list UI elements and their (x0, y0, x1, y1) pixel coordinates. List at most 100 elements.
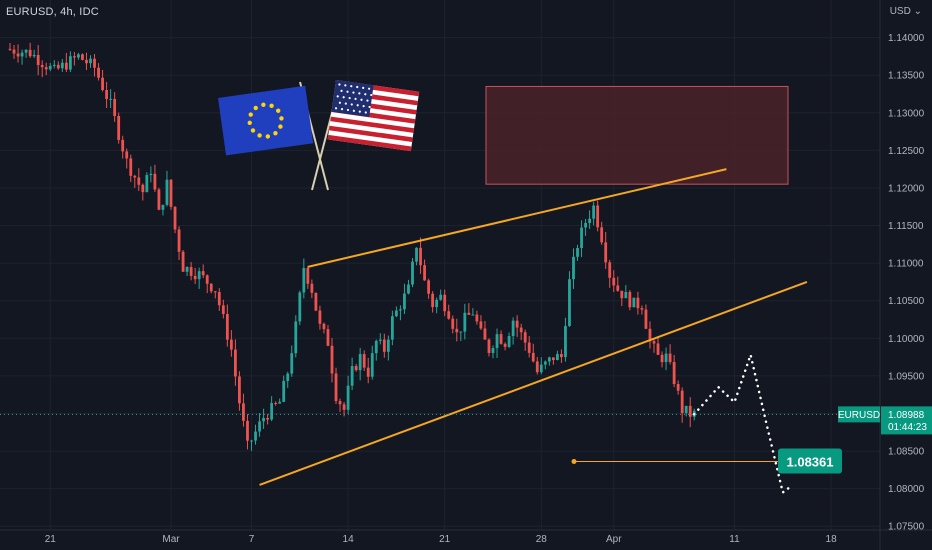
candle-body (286, 373, 290, 381)
candle-body (386, 339, 390, 352)
us-star (360, 98, 363, 101)
candle-body (443, 294, 447, 312)
us-star (364, 93, 367, 96)
candle-body (101, 77, 104, 91)
candles (8, 42, 696, 451)
us-star (344, 102, 347, 105)
candle-body (254, 431, 257, 441)
candle-body (24, 49, 28, 53)
candle-body (487, 339, 491, 354)
candle-body (648, 328, 652, 342)
candle-body (664, 353, 668, 363)
candle-body (330, 345, 334, 374)
bar-countdown: 01:44:23 (888, 422, 927, 433)
eu-star (278, 124, 283, 129)
candle-body (342, 404, 346, 410)
us-star (342, 96, 345, 99)
price-tick-label: 1.08000 (888, 484, 925, 495)
candle-body (89, 58, 92, 64)
us-star (340, 89, 343, 92)
candle-body (560, 354, 563, 358)
candle-body (141, 184, 145, 193)
us-star (338, 101, 341, 104)
candle-body (52, 64, 56, 66)
candle-body (73, 56, 76, 58)
us-stripe (330, 116, 415, 133)
symbol-title: EURUSD, 4h, IDC (6, 6, 99, 18)
time-tick-label: 28 (536, 534, 548, 545)
candle-body (624, 291, 628, 299)
us-star (344, 84, 347, 87)
candle-body (274, 403, 278, 405)
candle-body (290, 353, 294, 374)
time-tick-label: 21 (45, 534, 57, 545)
us-star (340, 108, 344, 111)
candle-body (451, 318, 455, 329)
candle-body (310, 283, 314, 293)
us-star (352, 109, 355, 112)
candle-body (133, 175, 137, 178)
price-tick-label: 1.11500 (888, 221, 924, 232)
candle-body (535, 361, 539, 373)
us-star (350, 85, 353, 88)
candle-body (238, 376, 241, 404)
candle-body (608, 262, 612, 278)
candle-body (20, 52, 24, 57)
candle-body (68, 56, 72, 70)
us-star (358, 110, 361, 113)
us-star (362, 86, 365, 89)
candle-body (362, 354, 366, 368)
time-axis[interactable]: 21 Mar 7 14 21 28 Apr 11 18 (45, 534, 837, 545)
candle-body (620, 290, 624, 299)
price-tick-label: 1.12500 (888, 146, 925, 157)
price-axis[interactable]: 1.14000 1.13500 1.13000 1.12500 1.12000 1.115… (888, 33, 925, 533)
candle-body (672, 362, 676, 385)
us-star (346, 90, 349, 93)
us-star (346, 108, 350, 112)
candle-body (217, 292, 221, 306)
candle-body (592, 205, 596, 219)
currency-dropdown[interactable]: USD ⌄ (890, 6, 922, 17)
candle-body (93, 58, 96, 68)
us-star (362, 105, 365, 108)
candle-body (161, 204, 165, 210)
price-tick-label: 1.07500 (888, 522, 925, 533)
candle-body (580, 227, 583, 248)
candle-body (209, 283, 213, 292)
chevron-down-icon: ⌄ (913, 6, 922, 17)
candle-body (16, 53, 20, 57)
candle-body (8, 48, 12, 50)
us-star (370, 93, 373, 97)
candle-body (515, 320, 519, 328)
candle-body (439, 294, 443, 300)
candle-body (539, 364, 543, 373)
candle-body (676, 384, 680, 391)
candle-body (189, 267, 193, 276)
eu-star (247, 120, 252, 126)
candle-body (346, 385, 350, 410)
us-star (356, 104, 359, 107)
candle-body (684, 405, 688, 414)
us-star (334, 107, 338, 110)
us-stripe (327, 134, 412, 152)
eu-star (279, 116, 284, 121)
candle-body (262, 417, 265, 422)
candle-body (423, 265, 426, 281)
candle-body (177, 229, 181, 252)
price-tick-label: 1.08500 (888, 447, 925, 458)
us-star (348, 96, 351, 100)
supply-zone-layer (485, 85, 789, 185)
candle-body (527, 342, 531, 353)
us-star (356, 85, 359, 89)
candle-body (503, 343, 507, 347)
candle-body (354, 366, 358, 371)
candle-body (201, 271, 205, 276)
candle-body (314, 292, 318, 311)
candle-body (660, 354, 664, 363)
candle-body (523, 332, 527, 343)
candle-body (459, 331, 463, 333)
candle-body (395, 310, 398, 317)
